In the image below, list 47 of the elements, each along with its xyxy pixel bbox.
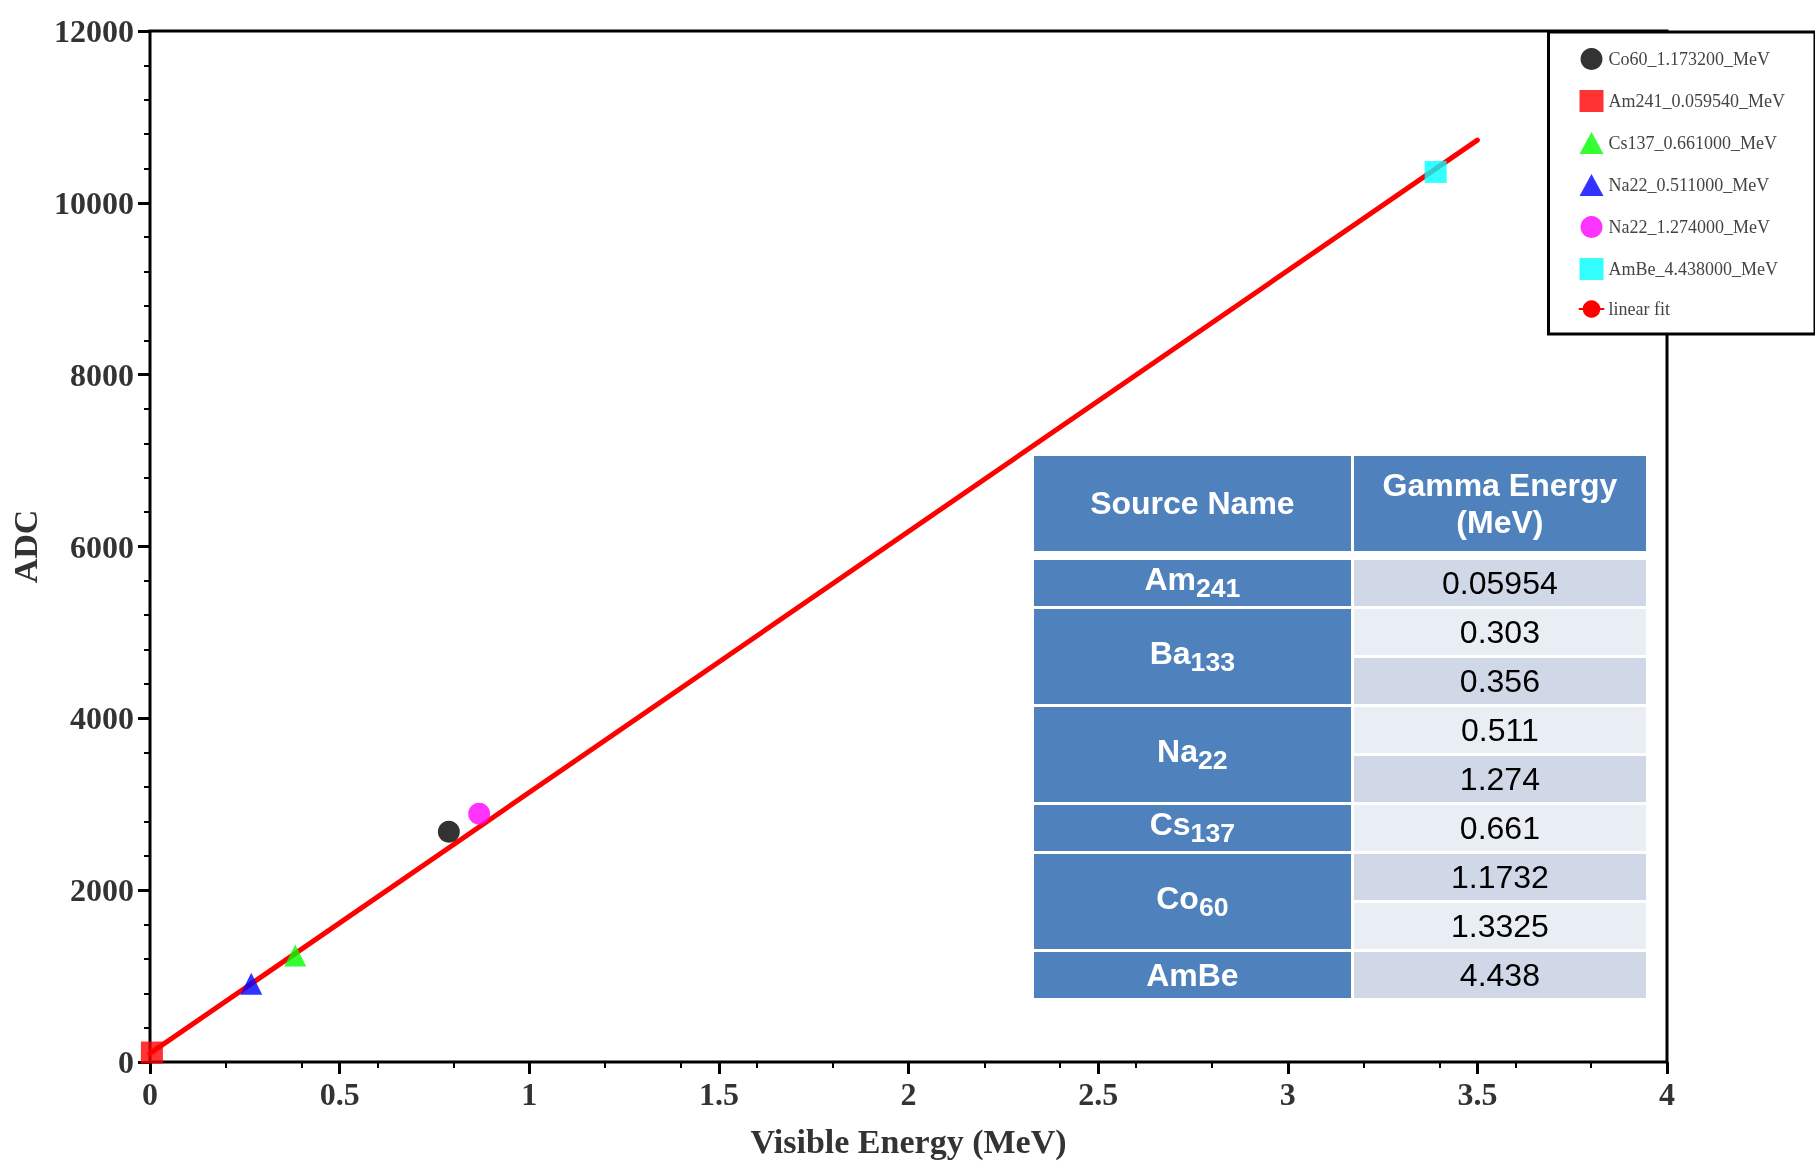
legend-label: Na22_1.274000_MeV xyxy=(1608,217,1770,237)
y-tick-label: 2000 xyxy=(70,872,134,909)
text: 0.661 xyxy=(1459,809,1540,846)
text: 1.3325 xyxy=(1450,907,1549,944)
category-label: Ba$_{133}$ xyxy=(1149,634,1236,678)
x-tick-label: 0.5 xyxy=(319,1076,360,1112)
category-label: Cs$_{137}$ xyxy=(1149,806,1236,849)
x-tick-label: 1 xyxy=(521,1076,538,1112)
text: 0.05954 xyxy=(1442,564,1558,601)
category-label: Gamma Energy (MeV) xyxy=(1352,454,1648,553)
category-label: Am$_{241}$ xyxy=(1144,561,1241,604)
legend-label: Co60_1.173200_MeV xyxy=(1608,49,1771,69)
category-label: AmBe xyxy=(1146,956,1239,993)
text: 0.303 xyxy=(1459,613,1540,650)
text: 1.274 xyxy=(1459,760,1540,797)
x-tick-label: 2 xyxy=(900,1076,917,1112)
x-tick-label: 2.5 xyxy=(1078,1076,1119,1112)
x-tick-label: 1.5 xyxy=(698,1076,739,1112)
text: 4.438 xyxy=(1459,956,1540,993)
y-tick-label: 0 xyxy=(118,1044,134,1080)
point xyxy=(240,972,263,995)
point xyxy=(1424,160,1447,183)
category-label: Co$_{60}$ xyxy=(1156,879,1229,923)
legend-label: Am241_0.059540_MeV xyxy=(1608,91,1786,111)
point xyxy=(284,944,307,967)
text: 0.511 xyxy=(1461,711,1539,748)
x-axis-title: Visible Energy (MeV) xyxy=(750,1122,1067,1161)
y-tick-label: 12000 xyxy=(54,13,134,49)
point xyxy=(437,820,460,843)
y-axis-title: ADC xyxy=(6,509,44,584)
legend-label: AmBe_4.438000_MeV xyxy=(1608,259,1779,279)
x-tick-label: 4 xyxy=(1659,1076,1675,1112)
x-tick-label: 3.5 xyxy=(1457,1076,1498,1112)
x-tick-label: 0 xyxy=(142,1076,158,1112)
category-label: Na$_{22}$ xyxy=(1157,732,1228,776)
legend-label: Cs137_0.661000_MeV xyxy=(1608,133,1778,153)
legend-label: Na22_0.511000_MeV xyxy=(1608,175,1770,195)
text: 0.356 xyxy=(1459,662,1540,699)
y-tick-label: 4000 xyxy=(70,700,134,737)
text: 1.1732 xyxy=(1450,858,1549,895)
category-label: Source Name xyxy=(1032,454,1353,553)
point xyxy=(468,802,491,825)
x-tick-label: 3 xyxy=(1279,1076,1296,1112)
y-tick-label: 8000 xyxy=(70,356,134,393)
legend-label: linear fit xyxy=(1608,299,1670,319)
y-tick-label: 10000 xyxy=(54,184,134,221)
y-tick-label: 6000 xyxy=(70,528,134,565)
